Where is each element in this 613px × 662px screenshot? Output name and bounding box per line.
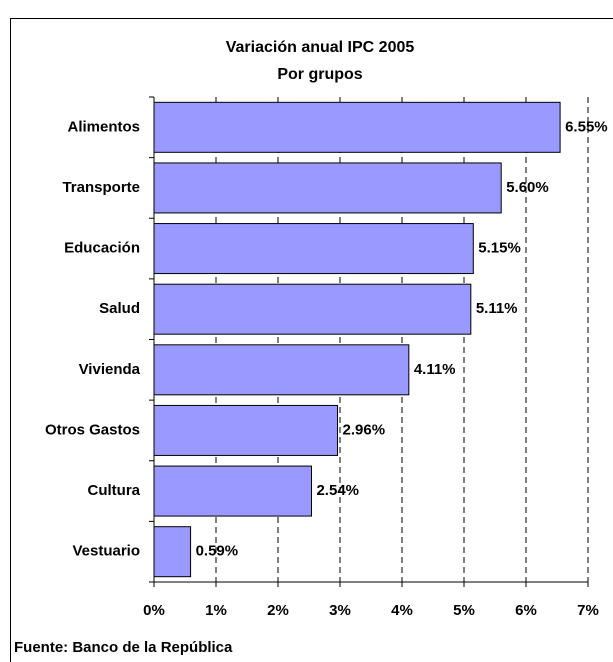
y-tick-label: Transporte [62, 179, 140, 196]
value-label: 4.11% [414, 361, 456, 378]
value-label: 0.59% [196, 543, 239, 560]
bar [153, 223, 474, 275]
value-label: 5.11% [476, 300, 518, 317]
value-label: 2.54% [316, 482, 359, 499]
chart-subtitle: Por grupos [277, 66, 362, 83]
x-tick-label: 5% [453, 602, 475, 619]
value-label: 5.60% [506, 179, 549, 196]
bar [153, 162, 502, 214]
bar [153, 526, 192, 578]
y-tick-label: Otros Gastos [45, 421, 140, 438]
y-tick-label: Cultura [88, 482, 141, 499]
x-tick-label: 2% [267, 602, 289, 619]
chart-title: Variación anual IPC 2005 [226, 39, 415, 56]
y-tick-label: Vestuario [72, 543, 140, 560]
x-tick-label: 6% [515, 602, 537, 619]
value-label: 2.96% [343, 421, 386, 438]
x-tick-label: 3% [329, 602, 351, 619]
bar [153, 101, 561, 153]
bar [153, 465, 312, 517]
value-label: 6.55% [565, 118, 608, 135]
source-note: Fuente: Banco de la República [14, 639, 233, 656]
x-tick-label: 0% [143, 602, 165, 619]
x-tick-label: 4% [391, 602, 413, 619]
bar [153, 404, 339, 456]
bar [153, 344, 410, 396]
bar [153, 283, 472, 335]
x-tick-label: 1% [205, 602, 227, 619]
y-tick-label: Educación [64, 240, 140, 257]
y-tick-label: Vivienda [79, 361, 141, 378]
y-tick-label: Salud [99, 300, 140, 317]
x-tick-label: 7% [577, 602, 599, 619]
value-label: 5.15% [478, 240, 521, 257]
y-tick-label: Alimentos [67, 118, 140, 135]
